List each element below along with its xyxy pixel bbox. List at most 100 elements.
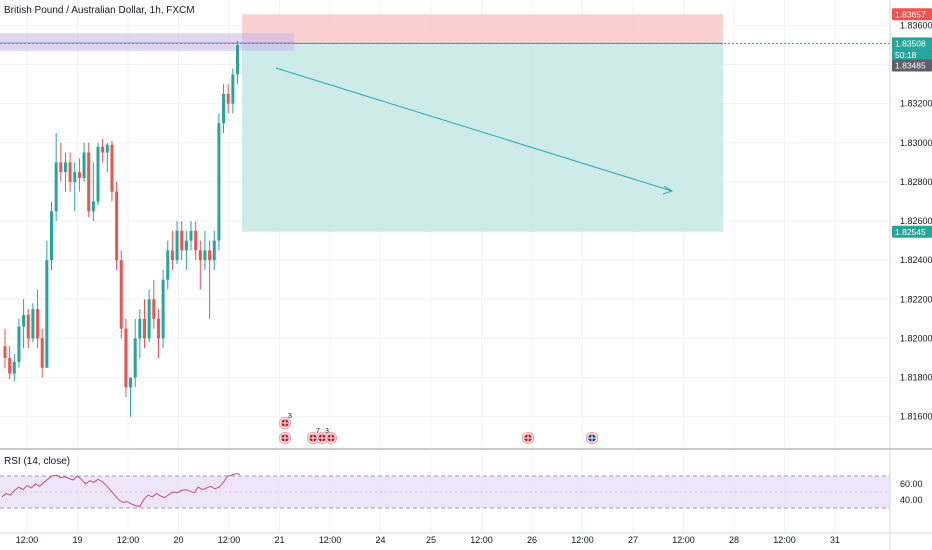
event-flag-gb-icon[interactable]: 3: [278, 413, 293, 430]
time-tick-label: 21: [274, 535, 284, 545]
candle[interactable]: [115, 181, 119, 270]
candle[interactable]: [36, 289, 40, 349]
price-tick-label: 1.81800: [900, 373, 932, 383]
candle[interactable]: [68, 152, 72, 192]
event-flag-gb-icon[interactable]: [521, 431, 535, 445]
time-tick-label: 19: [72, 535, 82, 545]
candle[interactable]: [45, 240, 49, 368]
candle[interactable]: [26, 309, 30, 349]
candle[interactable]: [198, 240, 202, 290]
price-tick-label: 1.83000: [900, 138, 932, 148]
event-flag-gb-icon[interactable]: 3: [315, 428, 330, 445]
candle-body: [96, 146, 100, 202]
candle-body: [129, 377, 133, 388]
take-profit-zone[interactable]: [242, 43, 723, 232]
candle-body: [101, 146, 105, 153]
event-flag-gb-icon[interactable]: [278, 431, 292, 445]
time-tick-label: 12:00: [470, 535, 493, 545]
candle[interactable]: [138, 309, 142, 358]
candle[interactable]: [87, 142, 91, 218]
candle[interactable]: [59, 142, 63, 182]
candle-body: [110, 144, 114, 192]
candle[interactable]: [54, 133, 58, 222]
candle[interactable]: [129, 377, 133, 417]
candle-body: [82, 152, 86, 179]
candle[interactable]: [161, 269, 165, 349]
candle[interactable]: [166, 240, 170, 290]
candle[interactable]: [236, 41, 239, 85]
time-tick-label: 12:00: [218, 535, 241, 545]
event-count: 3: [288, 413, 292, 420]
candle-body: [208, 250, 212, 261]
candle[interactable]: [226, 84, 230, 114]
candle[interactable]: [222, 84, 226, 134]
trend-arrow-line[interactable]: [275, 67, 673, 192]
candle[interactable]: [91, 162, 95, 222]
candle[interactable]: [124, 318, 128, 398]
candle[interactable]: [152, 279, 156, 329]
candle[interactable]: [22, 299, 26, 349]
candle[interactable]: [40, 328, 44, 378]
price-tick-label: 1.82200: [900, 294, 932, 304]
candle[interactable]: [96, 142, 100, 206]
candle[interactable]: [12, 354, 16, 382]
candle-body: [45, 260, 49, 368]
candle[interactable]: [50, 201, 53, 270]
candle[interactable]: [63, 152, 67, 192]
candle[interactable]: [101, 138, 105, 163]
candle-body: [40, 338, 44, 368]
time-tick-label: 20: [173, 535, 183, 545]
candle[interactable]: [208, 240, 212, 319]
candle[interactable]: [105, 142, 109, 173]
time-tick-label: 28: [729, 535, 739, 545]
candle[interactable]: [119, 250, 123, 339]
candle[interactable]: [217, 113, 221, 251]
candle[interactable]: [170, 230, 174, 270]
time-tick-label: 12:00: [117, 535, 140, 545]
candle[interactable]: [212, 230, 216, 270]
candle[interactable]: [31, 303, 35, 343]
candle[interactable]: [133, 318, 137, 388]
candle[interactable]: [180, 221, 184, 261]
candle[interactable]: [184, 230, 188, 270]
price-badge: 1.83508: [892, 37, 932, 50]
rsi-title: RSI (14, close): [4, 456, 71, 467]
trend-arrow-head: [662, 185, 674, 195]
price-badge-bg: [892, 225, 932, 238]
candle[interactable]: [17, 318, 21, 368]
price-badge: 1.83485: [892, 59, 932, 72]
candle[interactable]: [82, 142, 86, 182]
candle[interactable]: [189, 221, 193, 251]
time-tick-label: 12:00: [672, 535, 695, 545]
candle[interactable]: [73, 162, 77, 212]
candle[interactable]: [147, 289, 151, 343]
price-tick-label: 1.82400: [900, 255, 932, 265]
time-tick-label: 12:00: [16, 535, 39, 545]
candle[interactable]: [231, 68, 235, 114]
candle[interactable]: [203, 230, 207, 270]
candle[interactable]: [194, 221, 198, 261]
price-tick-label: 1.81600: [900, 412, 932, 422]
candle-body: [3, 346, 7, 358]
time-tick-label: 24: [375, 535, 385, 545]
candle[interactable]: [8, 346, 12, 380]
candle-body: [73, 172, 77, 182]
price-badge-label: 1.83657: [895, 9, 926, 19]
candle[interactable]: [3, 328, 7, 368]
candle[interactable]: [77, 158, 81, 192]
candle-body: [59, 162, 63, 173]
price-range-band[interactable]: [0, 33, 294, 51]
stop-loss-zone[interactable]: [242, 14, 723, 44]
event-flag-au-icon[interactable]: [585, 431, 599, 445]
candle[interactable]: [175, 221, 179, 265]
candle-body: [31, 309, 35, 339]
event-flag-gb-icon[interactable]: [324, 431, 338, 445]
candle-body: [143, 318, 146, 339]
event-count: 3: [325, 428, 329, 435]
candle[interactable]: [143, 299, 146, 349]
candle[interactable]: [110, 140, 114, 202]
candle[interactable]: [156, 309, 160, 358]
candle-body: [68, 162, 72, 182]
rsi-line[interactable]: [1, 473, 241, 507]
